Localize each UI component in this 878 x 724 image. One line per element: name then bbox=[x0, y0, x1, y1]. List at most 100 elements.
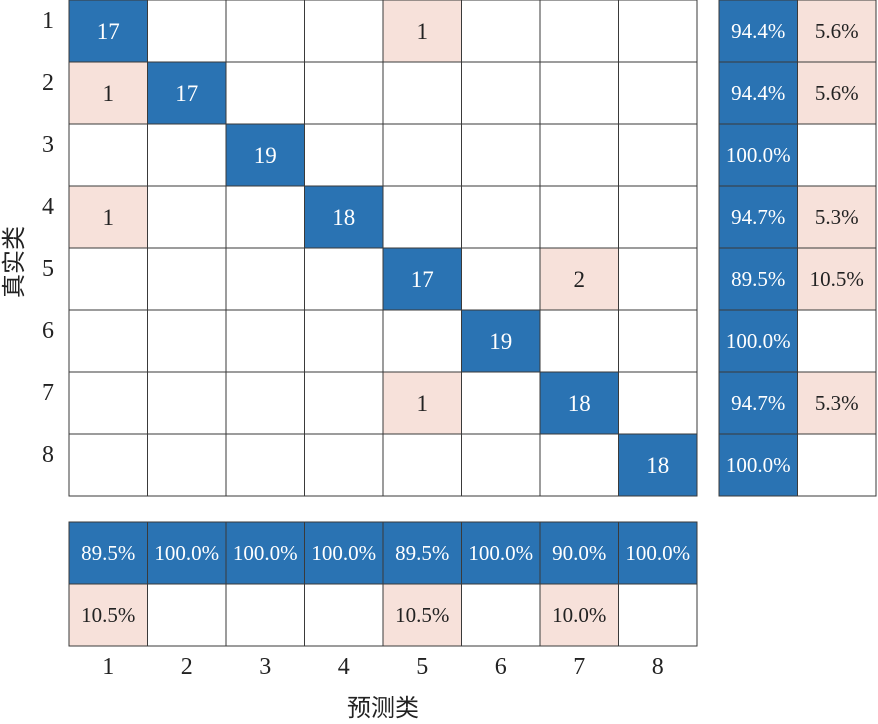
matrix-cell bbox=[225, 61, 305, 125]
column-summary-incorrect-cell bbox=[147, 583, 227, 647]
matrix-cell bbox=[304, 247, 384, 311]
matrix-cell bbox=[147, 247, 227, 311]
row-summary-incorrect-cell bbox=[797, 247, 877, 311]
x-axis-label: 预测类 bbox=[347, 694, 419, 722]
matrix-cell bbox=[304, 123, 384, 187]
column-summary-correct-value: 100.0% bbox=[233, 541, 298, 565]
x-tick-label: 3 bbox=[259, 654, 271, 680]
column-summary-incorrect-value: 10.5% bbox=[395, 603, 449, 627]
matrix-cell bbox=[461, 0, 541, 63]
matrix-cell bbox=[618, 371, 698, 435]
matrix-cell bbox=[461, 247, 541, 311]
matrix-cell bbox=[539, 247, 619, 311]
matrix-cell bbox=[461, 433, 541, 497]
row-summary-incorrect-cell bbox=[797, 61, 877, 125]
matrix-cell bbox=[539, 123, 619, 187]
row-summary-incorrect-cell bbox=[797, 0, 877, 63]
matrix-cell bbox=[225, 247, 305, 311]
column-summary-correct-value: 89.5% bbox=[395, 541, 449, 565]
matrix-cell bbox=[304, 371, 384, 435]
matrix-cell bbox=[225, 185, 305, 249]
matrix-cell bbox=[147, 123, 227, 187]
row-summary-incorrect-cell bbox=[797, 185, 877, 249]
row-summary-correct-cell bbox=[718, 61, 798, 125]
row-summary-incorrect-cell bbox=[797, 371, 877, 435]
x-tick-label: 8 bbox=[652, 654, 664, 680]
matrix-cell bbox=[382, 61, 462, 125]
matrix-cell bbox=[382, 185, 462, 249]
row-summary-correct-value: 94.7% bbox=[731, 205, 785, 229]
matrix-cell bbox=[225, 433, 305, 497]
matrix-cell bbox=[147, 433, 227, 497]
row-summary-incorrect-value: 5.3% bbox=[815, 205, 859, 229]
matrix-cell bbox=[461, 61, 541, 125]
matrix-cell bbox=[225, 371, 305, 435]
matrix-cell bbox=[382, 309, 462, 373]
column-summary-correct-value: 100.0% bbox=[625, 541, 690, 565]
matrix-cell bbox=[225, 309, 305, 373]
matrix-cell bbox=[539, 433, 619, 497]
matrix-cell bbox=[147, 61, 227, 125]
column-summary-correct-value: 100.0% bbox=[468, 541, 533, 565]
row-summary-incorrect-value: 10.5% bbox=[810, 267, 864, 291]
matrix-cell bbox=[461, 123, 541, 187]
matrix-cell bbox=[68, 247, 148, 311]
matrix-cell bbox=[68, 371, 148, 435]
matrix-cell-value: 18 bbox=[568, 391, 591, 416]
y-axis-label: 真实类 bbox=[0, 226, 28, 298]
matrix-cell bbox=[304, 309, 384, 373]
matrix-cell bbox=[461, 371, 541, 435]
matrix-cell-value: 19 bbox=[489, 329, 512, 354]
matrix-cell bbox=[461, 185, 541, 249]
row-summary-incorrect-value: 5.6% bbox=[815, 19, 859, 43]
matrix-cell bbox=[68, 309, 148, 373]
matrix-cell bbox=[68, 123, 148, 187]
matrix-cell bbox=[618, 0, 698, 63]
matrix-cell bbox=[68, 0, 148, 63]
row-summary-incorrect-cell bbox=[797, 309, 877, 373]
matrix-cell bbox=[539, 0, 619, 63]
matrix-cell-value: 1 bbox=[417, 19, 429, 44]
row-summary-correct-cell bbox=[718, 247, 798, 311]
matrix-cell bbox=[618, 247, 698, 311]
matrix-grid: 17 1 1 17 19 1 18 17 2 19 1 18 18 bbox=[68, 0, 698, 497]
matrix-cell bbox=[461, 309, 541, 373]
column-summary-correct-cell bbox=[68, 521, 148, 585]
x-tick-label: 2 bbox=[181, 654, 193, 680]
row-summary-correct-value: 100.0% bbox=[726, 143, 791, 167]
row-summary-correct-cell bbox=[718, 433, 798, 497]
x-tick-label: 4 bbox=[338, 654, 350, 680]
matrix-cell bbox=[382, 247, 462, 311]
matrix-cell bbox=[68, 433, 148, 497]
y-tick-label: 8 bbox=[42, 442, 54, 468]
column-summary-panel: 89.5% 10.5% 100.0% 100.0% 100.0% 89.5% 10.5% 10… bbox=[68, 521, 698, 647]
matrix-cell-value: 1 bbox=[103, 81, 115, 106]
x-tick-label: 7 bbox=[573, 654, 585, 680]
row-summary-correct-cell bbox=[718, 371, 798, 435]
matrix-cell bbox=[147, 309, 227, 373]
matrix-cell-value: 17 bbox=[175, 81, 198, 106]
matrix-cell bbox=[539, 309, 619, 373]
column-summary-correct-cell bbox=[618, 521, 698, 585]
column-summary-correct-value: 90.0% bbox=[552, 541, 606, 565]
matrix-cell bbox=[68, 61, 148, 125]
matrix-cell bbox=[618, 309, 698, 373]
row-summary-incorrect-cell bbox=[797, 123, 877, 187]
column-summary-correct-cell bbox=[382, 521, 462, 585]
x-tick-label: 1 bbox=[102, 654, 114, 680]
matrix-cell bbox=[618, 61, 698, 125]
column-summary-incorrect-cell bbox=[304, 583, 384, 647]
matrix-cell bbox=[147, 371, 227, 435]
row-summary-incorrect-value: 5.3% bbox=[815, 391, 859, 415]
row-summary-correct-cell bbox=[718, 0, 798, 63]
matrix-cell bbox=[304, 61, 384, 125]
axis-ticks: 1 1 2 2 3 3 4 4 5 5 6 6 7 7 8 8 bbox=[42, 8, 664, 680]
matrix-cell-value: 18 bbox=[332, 205, 355, 230]
row-summary-correct-value: 89.5% bbox=[731, 267, 785, 291]
row-summary-incorrect-value: 5.6% bbox=[815, 81, 859, 105]
y-tick-label: 7 bbox=[42, 380, 54, 406]
row-summary-correct-value: 100.0% bbox=[726, 329, 791, 353]
matrix-cell-value: 1 bbox=[103, 205, 115, 230]
y-tick-label: 6 bbox=[42, 318, 54, 344]
row-summary-correct-value: 94.4% bbox=[731, 81, 785, 105]
